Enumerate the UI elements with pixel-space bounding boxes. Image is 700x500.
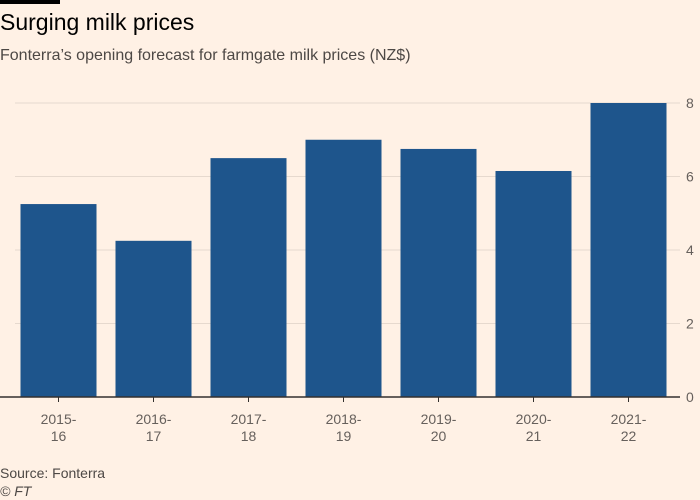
x-tick-label: 20 — [431, 428, 447, 444]
x-tick-label: 21 — [526, 428, 542, 444]
x-tick-label: 2020- — [516, 411, 552, 427]
x-tick-label: 2019- — [421, 411, 457, 427]
chart-title: Surging milk prices — [0, 9, 195, 35]
x-tick-label: 2015- — [41, 411, 77, 427]
x-tick-label: 19 — [336, 428, 352, 444]
y-tick-label: 4 — [686, 242, 694, 258]
copyright-note: © FT — [0, 483, 32, 499]
x-tick-label: 16 — [51, 428, 67, 444]
x-tick-label: 22 — [621, 428, 637, 444]
bar — [400, 148, 477, 397]
bar — [495, 170, 572, 397]
x-tick-label: 2021- — [611, 411, 647, 427]
brand-bar — [0, 0, 60, 4]
x-tick-label: 18 — [241, 428, 257, 444]
y-tick-label: 8 — [686, 95, 694, 111]
bar — [210, 158, 287, 397]
bar — [20, 204, 97, 397]
bar — [590, 103, 667, 397]
chart-subtitle: Fonterra’s opening forecast for farmgate… — [0, 47, 411, 64]
source-note: Source: Fonterra — [0, 465, 106, 481]
y-tick-label: 0 — [686, 389, 694, 405]
bar — [115, 240, 192, 397]
x-tick-label: 2016- — [136, 411, 172, 427]
x-tick-label: 2017- — [231, 411, 267, 427]
bar-chart: 024682015-162016-172017-182018-192019-20… — [0, 95, 694, 444]
y-tick-label: 6 — [686, 169, 694, 185]
y-tick-label: 2 — [686, 316, 694, 332]
x-tick-label: 17 — [146, 428, 162, 444]
bar — [305, 139, 382, 397]
x-tick-label: 2018- — [326, 411, 362, 427]
